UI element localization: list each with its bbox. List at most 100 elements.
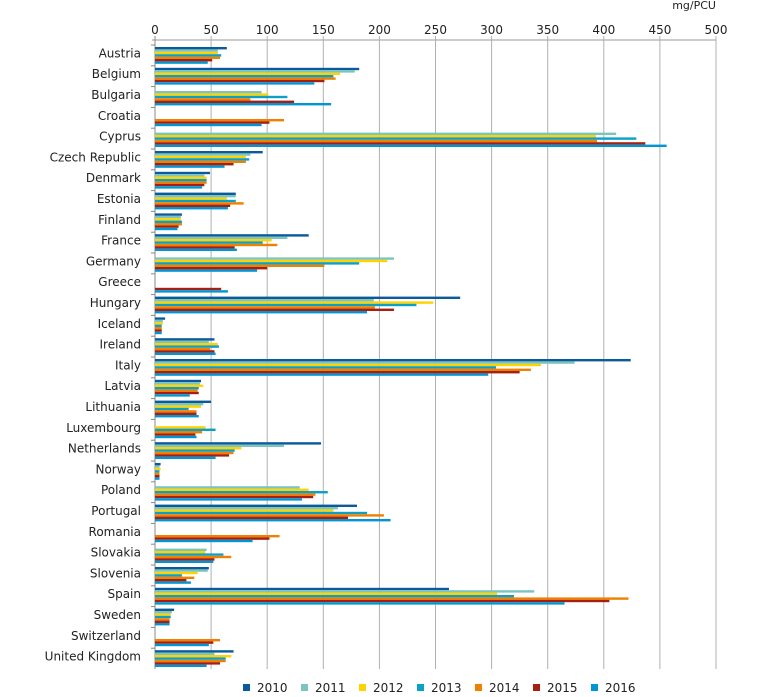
category-label: Ireland bbox=[99, 338, 141, 352]
category-label: Bulgaria bbox=[91, 88, 141, 102]
legend-label: 2010 bbox=[257, 681, 288, 695]
bar-2016-france bbox=[155, 248, 237, 251]
bar-2011-estonia bbox=[155, 195, 236, 198]
bar-2015-estonia bbox=[155, 204, 231, 207]
bar-2011-iceland bbox=[155, 319, 163, 323]
bar-2016-spain bbox=[155, 602, 565, 605]
legend-item: 2013 bbox=[417, 681, 462, 695]
category-label: Latvia bbox=[104, 379, 141, 393]
bar-2014-switzerland bbox=[155, 639, 221, 642]
bar-2016-estonia bbox=[155, 207, 228, 210]
x-tick-label: 450 bbox=[648, 23, 671, 37]
bar-2016-denmark bbox=[155, 186, 203, 189]
bar-2016-norway bbox=[155, 477, 160, 480]
bar-2010-lithuania bbox=[155, 400, 212, 403]
bar-2015-romania bbox=[155, 537, 270, 540]
legend-label: 2016 bbox=[605, 681, 636, 695]
bar-2015-bulgaria bbox=[155, 100, 295, 103]
category-label: Switzerland bbox=[71, 629, 141, 643]
unit-label: mg/PCU bbox=[672, 0, 716, 12]
bar-2011-united-kingdom bbox=[155, 652, 215, 655]
bar-2016-greece bbox=[155, 290, 228, 293]
bar-2014-united-kingdom bbox=[155, 659, 226, 663]
bar-2012-hungary bbox=[155, 301, 434, 304]
bar-2016-slovakia bbox=[155, 560, 214, 563]
bar-2011-denmark bbox=[155, 174, 205, 177]
bar-2015-ireland bbox=[155, 350, 215, 353]
bar-2014-croatia bbox=[155, 119, 285, 122]
legend-swatch bbox=[591, 684, 598, 691]
category-label: Cyprus bbox=[99, 130, 141, 144]
category-label: Spain bbox=[107, 587, 141, 601]
bar-2016-poland bbox=[155, 498, 302, 501]
category-label: France bbox=[101, 234, 141, 248]
bar-2010-spain bbox=[155, 587, 449, 591]
bar-2013-sweden bbox=[155, 615, 171, 619]
bar-2014-estonia bbox=[155, 202, 244, 205]
bar-2012-austria bbox=[155, 51, 218, 55]
bar-2015-lithuania bbox=[155, 412, 197, 415]
bar-2016-portugal bbox=[155, 519, 391, 522]
bar-2014-italy bbox=[155, 368, 531, 371]
bar-2013-bulgaria bbox=[155, 95, 288, 99]
bar-2011-slovenia bbox=[155, 569, 208, 572]
bar-2011-ireland bbox=[155, 340, 209, 343]
bar-2014-norway bbox=[155, 472, 160, 475]
category-label: Portugal bbox=[91, 504, 141, 518]
bar-2012-ireland bbox=[155, 343, 218, 346]
bar-2016-iceland bbox=[155, 331, 162, 335]
bar-2012-bulgaria bbox=[155, 93, 269, 96]
bar-2014-germany bbox=[155, 264, 325, 267]
bar-2014-spain bbox=[155, 597, 629, 600]
bar-2012-estonia bbox=[155, 197, 227, 200]
bar-2015-slovakia bbox=[155, 558, 215, 561]
bar-2016-netherlands bbox=[155, 456, 216, 459]
bar-2014-slovakia bbox=[155, 555, 232, 559]
bar-2015-united-kingdom bbox=[155, 662, 221, 665]
legend-swatch bbox=[417, 684, 424, 691]
bar-2013-france bbox=[155, 241, 263, 244]
category-label: Luxembourg bbox=[66, 421, 141, 435]
legend-label: 2012 bbox=[373, 681, 404, 695]
bar-2012-netherlands bbox=[155, 447, 242, 450]
bar-2013-slovakia bbox=[155, 553, 224, 556]
bar-2012-belgium bbox=[155, 72, 341, 75]
bar-2013-germany bbox=[155, 262, 360, 265]
x-tick-label: 200 bbox=[368, 23, 391, 37]
bar-2013-austria bbox=[155, 54, 222, 57]
legend-item: 2011 bbox=[301, 681, 346, 695]
bar-2013-hungary bbox=[155, 303, 417, 307]
bar-2010-italy bbox=[155, 359, 631, 362]
bar-2014-austria bbox=[155, 56, 221, 59]
bar-2010-latvia bbox=[155, 379, 202, 383]
bar-2014-netherlands bbox=[155, 451, 234, 455]
bar-2016-romania bbox=[155, 539, 253, 543]
bar-2016-croatia bbox=[155, 123, 262, 127]
bar-2012-iceland bbox=[155, 322, 163, 325]
bar-2015-hungary bbox=[155, 308, 394, 311]
bar-2013-luxembourg bbox=[155, 428, 216, 431]
bar-2010-france bbox=[155, 234, 309, 237]
bar-2013-ireland bbox=[155, 345, 219, 348]
bar-2012-germany bbox=[155, 259, 388, 263]
x-tick-label: 500 bbox=[705, 23, 728, 37]
bar-2012-lithuania bbox=[155, 405, 202, 408]
bar-2015-belgium bbox=[155, 79, 325, 83]
bar-2016-ireland bbox=[155, 352, 216, 355]
bar-2016-germany bbox=[155, 269, 258, 272]
category-label: Greece bbox=[98, 275, 141, 289]
legend-label: 2014 bbox=[489, 681, 520, 695]
category-label: Poland bbox=[101, 483, 141, 497]
x-tick-label: 150 bbox=[312, 23, 335, 37]
bar-2015-iceland bbox=[155, 329, 162, 332]
category-label: Norway bbox=[95, 462, 141, 476]
category-label: Iceland bbox=[98, 317, 141, 331]
legend-label: 2013 bbox=[431, 681, 462, 695]
category-label: Slovakia bbox=[91, 546, 141, 560]
bar-2016-switzerland bbox=[155, 643, 209, 647]
bar-2011-bulgaria bbox=[155, 91, 262, 94]
bar-2014-bulgaria bbox=[155, 98, 251, 101]
legend-swatch bbox=[243, 684, 250, 691]
bar-2011-france bbox=[155, 236, 288, 239]
bar-2014-cyprus bbox=[155, 139, 598, 143]
